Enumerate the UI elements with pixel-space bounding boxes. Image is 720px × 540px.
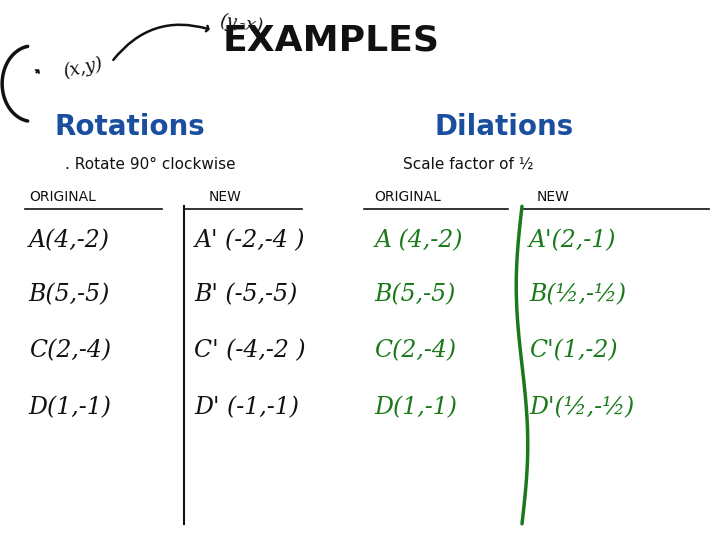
Text: B(5,-5): B(5,-5) <box>374 283 456 306</box>
Text: (y,-x): (y,-x) <box>218 12 264 36</box>
Text: B' (-5,-5): B' (-5,-5) <box>194 283 298 306</box>
Text: ORIGINAL: ORIGINAL <box>29 190 96 204</box>
Text: (x,y): (x,y) <box>61 55 104 80</box>
Text: A'(2,-1): A'(2,-1) <box>529 229 617 252</box>
Text: ORIGINAL: ORIGINAL <box>374 190 441 204</box>
Text: Dilations: Dilations <box>434 113 574 141</box>
Text: NEW: NEW <box>536 190 570 204</box>
Text: D(1,-1): D(1,-1) <box>29 396 112 419</box>
Text: . Rotate 90° clockwise: . Rotate 90° clockwise <box>65 157 235 172</box>
Text: C'(1,-2): C'(1,-2) <box>529 340 618 362</box>
Text: D(1,-1): D(1,-1) <box>374 396 457 419</box>
Text: D'(½,-½): D'(½,-½) <box>529 396 634 419</box>
Text: Scale factor of ½: Scale factor of ½ <box>403 157 534 172</box>
Text: D' (-1,-1): D' (-1,-1) <box>194 396 300 419</box>
Text: A(4,-2): A(4,-2) <box>29 229 109 252</box>
Text: B(½,-½): B(½,-½) <box>529 283 626 306</box>
Text: C' (-4,-2 ): C' (-4,-2 ) <box>194 340 306 362</box>
Text: A (4,-2): A (4,-2) <box>374 229 463 252</box>
Text: NEW: NEW <box>209 190 242 204</box>
Text: A' (-2,-4 ): A' (-2,-4 ) <box>194 229 305 252</box>
Text: EXAMPLES: EXAMPLES <box>222 24 440 57</box>
Text: B(5,-5): B(5,-5) <box>29 283 110 306</box>
Text: Rotations: Rotations <box>54 113 205 141</box>
Text: C(2,-4): C(2,-4) <box>29 340 111 362</box>
Text: C(2,-4): C(2,-4) <box>374 340 456 362</box>
